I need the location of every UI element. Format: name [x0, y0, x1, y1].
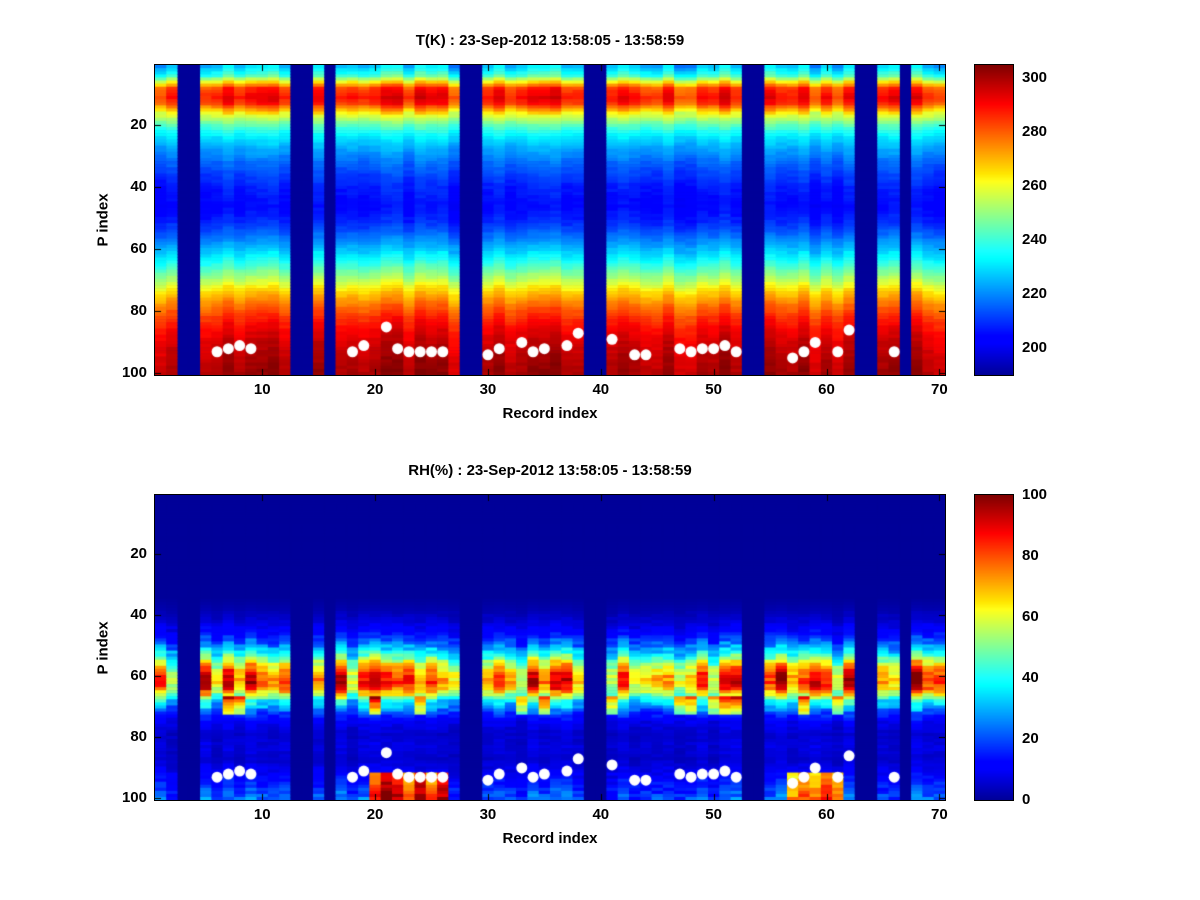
temperature-colorbar-canvas	[975, 65, 1013, 375]
temperature-heatmap	[154, 64, 946, 376]
relative-humidity-title: RH(%) : 23-Sep-2012 13:58:05 - 13:58:59	[408, 462, 692, 479]
y-tick-label: 20	[130, 116, 147, 134]
x-tick-label: 70	[931, 806, 948, 823]
y-tick-label: 20	[130, 545, 147, 563]
colorbar-tick-label: 300	[1022, 69, 1048, 87]
colorbar-tick-label: 60	[1022, 608, 1039, 625]
y-tick-label: 60	[130, 240, 147, 258]
colorbar-tick-label: 260	[1022, 177, 1048, 195]
y-tick-label: 80	[130, 302, 147, 320]
relative-humidity-x-axis-label: Record index	[502, 830, 598, 847]
y-tick-label: 100	[121, 789, 147, 807]
colorbar-tick-label: 200	[1022, 339, 1048, 357]
temperature-colorbar	[974, 64, 1014, 376]
x-tick-label: 30	[479, 381, 497, 398]
temperature-title: T(K) : 23-Sep-2012 13:58:05 - 13:58:59	[415, 32, 685, 49]
y-tick-label: 80	[130, 728, 147, 746]
x-tick-label: 50	[705, 381, 722, 398]
x-tick-label: 20	[366, 806, 384, 823]
y-tick-label: 60	[130, 667, 147, 685]
relative-humidity-colorbar-canvas	[975, 495, 1013, 800]
x-tick-label: 50	[705, 806, 722, 823]
colorbar-tick-label: 240	[1022, 231, 1048, 249]
relative-humidity-colorbar	[974, 494, 1014, 801]
x-tick-label: 60	[818, 381, 835, 398]
x-tick-label: 40	[592, 381, 610, 398]
relative-humidity-heatmap-canvas	[155, 495, 945, 800]
colorbar-tick-label: 40	[1022, 669, 1039, 686]
colorbar-tick-label: 80	[1022, 547, 1039, 564]
colorbar-tick-label: 0	[1022, 791, 1031, 808]
x-tick-label: 60	[818, 806, 835, 823]
relative-humidity-y-axis-label: P index	[94, 620, 112, 675]
x-tick-label: 10	[253, 806, 271, 823]
temperature-y-axis-label: P index	[94, 193, 112, 247]
relative-humidity-heatmap	[154, 494, 946, 801]
colorbar-tick-label: 20	[1022, 730, 1039, 747]
temperature-x-axis-label: Record index	[502, 405, 598, 422]
colorbar-tick-label: 100	[1022, 486, 1048, 503]
colorbar-tick-label: 280	[1022, 123, 1048, 141]
x-tick-label: 40	[592, 806, 610, 823]
x-tick-label: 70	[931, 381, 948, 398]
temperature-heatmap-canvas	[155, 65, 945, 375]
y-tick-label: 100	[121, 364, 147, 382]
x-tick-label: 30	[479, 806, 497, 823]
y-tick-label: 40	[130, 178, 147, 196]
x-tick-label: 10	[253, 381, 271, 398]
y-tick-label: 40	[130, 606, 147, 624]
x-tick-label: 20	[366, 381, 384, 398]
colorbar-tick-label: 220	[1022, 285, 1048, 303]
